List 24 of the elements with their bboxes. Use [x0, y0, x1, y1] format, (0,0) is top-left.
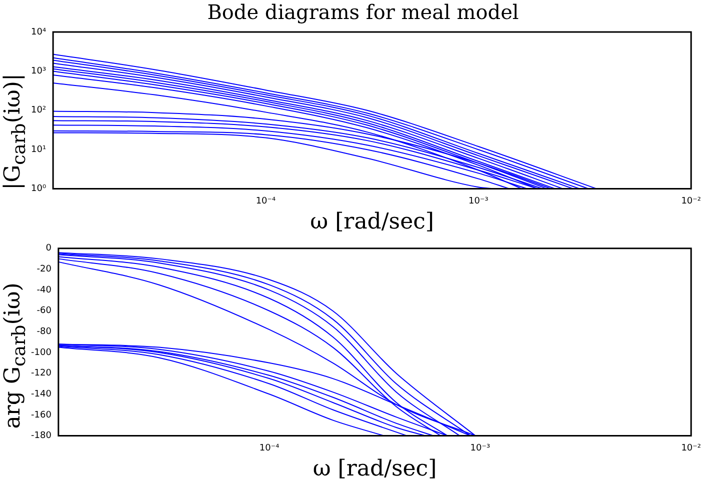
x-axis-title: ω [rad/sec]	[310, 210, 434, 235]
x-tick-label: 10⁻²	[681, 444, 702, 454]
y-tick-label: -120	[30, 368, 52, 379]
y-tick-label: -80	[36, 327, 52, 338]
chart-title: Bode diagrams for meal model	[207, 0, 519, 24]
x-tick-label: 10⁻⁴	[256, 196, 276, 207]
x-tick-label: 10⁻²	[681, 196, 702, 207]
y-tick-label: -140	[30, 390, 52, 400]
y-tick-label: -40	[36, 285, 52, 296]
y-tick-label: -160	[30, 410, 52, 420]
y-tick-label: 10³	[31, 66, 46, 77]
y-tick-label: -180	[30, 431, 52, 442]
x-tick-label: 10⁻³	[468, 196, 489, 207]
y-tick-label: -20	[36, 264, 52, 275]
x-axis-title: ω [rad/sec]	[312, 456, 437, 482]
y-tick-label: -100	[30, 348, 52, 358]
y-tick-label: 10¹	[31, 144, 46, 155]
x-tick-label: 10⁻⁴	[259, 444, 280, 454]
y-tick-label: 0	[46, 244, 52, 254]
y-tick-label: -60	[36, 306, 52, 316]
y-tick-label: 10⁴	[31, 27, 46, 38]
y-tick-label: 10²	[31, 106, 46, 116]
x-tick-label: 10⁻³	[470, 444, 490, 454]
y-tick-label: 10⁰	[31, 184, 46, 194]
